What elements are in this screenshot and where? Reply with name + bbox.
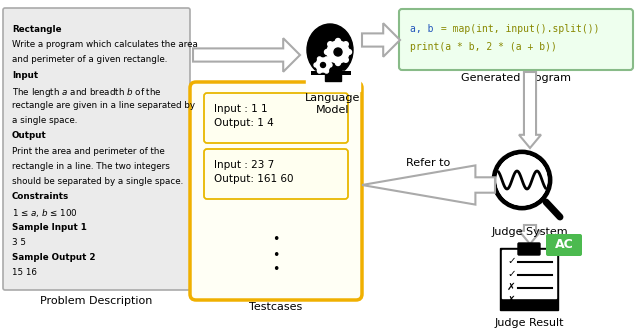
Ellipse shape: [314, 63, 318, 67]
FancyBboxPatch shape: [399, 9, 633, 70]
Text: 3 5: 3 5: [12, 238, 26, 247]
Ellipse shape: [335, 38, 340, 44]
Text: Judge System: Judge System: [492, 227, 568, 237]
Ellipse shape: [334, 48, 342, 56]
Text: 15 16: 15 16: [12, 268, 37, 277]
Ellipse shape: [321, 63, 326, 68]
FancyBboxPatch shape: [204, 149, 348, 199]
Text: Write a program which calculates the area: Write a program which calculates the are…: [12, 40, 198, 49]
Text: Language
Model: Language Model: [305, 93, 361, 114]
Text: The length $a$ and breadth $b$ of the: The length $a$ and breadth $b$ of the: [12, 86, 162, 99]
Ellipse shape: [317, 69, 321, 73]
Bar: [325, 69, 341, 81]
Polygon shape: [362, 23, 400, 57]
Ellipse shape: [316, 58, 330, 72]
Ellipse shape: [324, 69, 328, 73]
Text: Judge Result: Judge Result: [494, 318, 564, 328]
Text: Testcases: Testcases: [250, 302, 303, 312]
Text: Input : 1 1: Input : 1 1: [214, 104, 268, 114]
Ellipse shape: [307, 24, 353, 76]
FancyBboxPatch shape: [3, 8, 190, 290]
Text: Input : 23 7: Input : 23 7: [214, 160, 275, 170]
Text: AC: AC: [555, 238, 573, 252]
Polygon shape: [311, 71, 351, 75]
FancyBboxPatch shape: [190, 82, 362, 300]
Text: Problem Description: Problem Description: [40, 296, 153, 306]
Text: rectangle are given in a line separated by: rectangle are given in a line separated …: [12, 101, 195, 110]
Polygon shape: [519, 225, 541, 244]
Ellipse shape: [324, 50, 330, 54]
Text: ✓: ✓: [507, 269, 516, 279]
Text: should be separated by a single space.: should be separated by a single space.: [12, 177, 183, 186]
Text: •: •: [272, 263, 280, 277]
Text: Sample Output 2: Sample Output 2: [12, 253, 95, 262]
Polygon shape: [519, 72, 541, 148]
Text: Output: 161 60: Output: 161 60: [214, 174, 294, 184]
FancyBboxPatch shape: [500, 248, 558, 310]
Ellipse shape: [328, 42, 333, 47]
Ellipse shape: [328, 63, 332, 67]
Text: Output: Output: [12, 132, 47, 140]
Text: Output: 1 4: Output: 1 4: [214, 118, 274, 128]
Text: a single space.: a single space.: [12, 116, 77, 125]
Polygon shape: [193, 38, 300, 72]
Text: rectangle in a line. The two integers: rectangle in a line. The two integers: [12, 162, 170, 171]
Text: ✓: ✓: [507, 256, 516, 266]
Text: print(a * b, 2 * (a + b)): print(a * b, 2 * (a + b)): [410, 42, 557, 52]
Circle shape: [497, 155, 547, 205]
Ellipse shape: [346, 50, 351, 54]
FancyBboxPatch shape: [546, 234, 582, 256]
Text: = map(int, input().split()): = map(int, input().split()): [435, 24, 600, 34]
Ellipse shape: [317, 57, 321, 61]
FancyBboxPatch shape: [502, 250, 556, 298]
Text: Rectangle: Rectangle: [12, 25, 61, 34]
FancyBboxPatch shape: [204, 93, 348, 143]
Polygon shape: [362, 165, 495, 205]
Ellipse shape: [328, 57, 333, 62]
Text: Constraints: Constraints: [12, 192, 69, 201]
Text: •: •: [272, 249, 280, 261]
Text: 1 ≤ $a$, $b$ ≤ 100: 1 ≤ $a$, $b$ ≤ 100: [12, 207, 78, 219]
Text: Generated Program: Generated Program: [461, 73, 571, 83]
Text: Print the area and perimeter of the: Print the area and perimeter of the: [12, 147, 164, 155]
Ellipse shape: [327, 41, 349, 63]
Text: Refer to: Refer to: [406, 158, 450, 168]
Ellipse shape: [343, 57, 348, 62]
Text: ✗: ✗: [507, 295, 516, 305]
Bar: [306, 71, 360, 91]
Text: Sample Input 1: Sample Input 1: [12, 223, 87, 232]
Ellipse shape: [343, 42, 348, 47]
Ellipse shape: [324, 57, 328, 61]
Text: •: •: [272, 234, 280, 247]
Text: and perimeter of a given rectangle.: and perimeter of a given rectangle.: [12, 55, 168, 64]
Text: Input: Input: [12, 71, 38, 80]
FancyBboxPatch shape: [518, 243, 540, 255]
Text: a, b: a, b: [410, 24, 433, 34]
Text: ✗: ✗: [507, 282, 516, 292]
Ellipse shape: [335, 60, 340, 66]
